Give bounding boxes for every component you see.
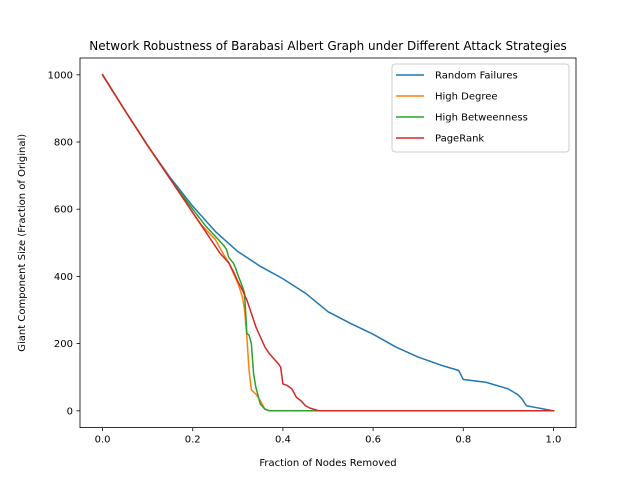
series-line-pagerank — [101, 73, 555, 412]
y-tick-label: 0 — [67, 406, 73, 417]
legend: Random Failures High Degree High Betweenne… — [391, 63, 570, 153]
x-axis-ticks: 0.0 0.2 0.4 0.6 0.8 1.0 — [95, 427, 562, 446]
plot-frame — [79, 57, 577, 429]
legend-label: High Degree — [435, 92, 498, 103]
x-tick-label: 0.2 — [185, 435, 201, 446]
series-group — [101, 73, 555, 412]
series-line-high-betweenness — [101, 73, 555, 412]
legend-label: PageRank — [435, 134, 484, 145]
y-tick-label: 600 — [54, 205, 73, 216]
y-tick-label: 1000 — [48, 70, 73, 81]
legend-frame — [391, 63, 570, 153]
x-tick-label: 0.6 — [365, 435, 381, 446]
x-tick-label: 1.0 — [546, 435, 562, 446]
plot-area: 0.0 0.2 0.4 0.6 0.8 1.0 0 200 400 600 800 1000 — [48, 57, 577, 446]
y-tick-label: 400 — [54, 272, 73, 283]
x-tick-label: 0.0 — [95, 435, 111, 446]
legend-label: High Betweenness — [435, 113, 528, 124]
y-tick-label: 800 — [54, 138, 73, 149]
x-axis-label: Fraction of Nodes Removed — [259, 458, 396, 469]
y-axis-ticks: 0 200 400 600 800 1000 — [48, 70, 80, 417]
y-tick-label: 200 — [54, 339, 73, 350]
series-line-random-failures — [101, 73, 555, 412]
y-axis-label: Giant Component Size (Fraction of Origin… — [17, 134, 28, 352]
x-tick-label: 0.8 — [455, 435, 471, 446]
chart-title: Network Robustness of Barabasi Albert Gr… — [89, 39, 567, 53]
x-tick-label: 0.4 — [275, 435, 291, 446]
legend-label: Random Failures — [435, 71, 518, 82]
